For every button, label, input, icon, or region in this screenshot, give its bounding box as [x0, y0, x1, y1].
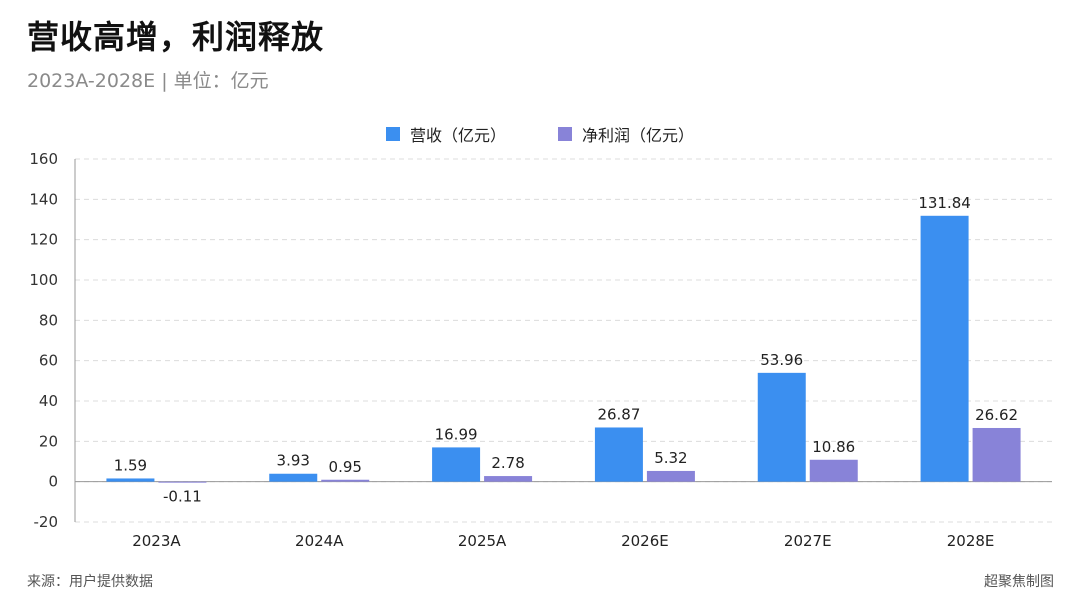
legend-swatch-revenue — [385, 127, 400, 141]
y-tick-label: -20 — [34, 513, 59, 531]
chart-subtitle: 2023A-2028E | 单位：亿元 — [27, 70, 269, 92]
y-tick-label: 140 — [29, 190, 58, 208]
x-tick-label: 2025A — [458, 532, 507, 550]
x-tick-label: 2027E — [784, 532, 832, 550]
revenue-data-label: 3.93 — [277, 452, 310, 470]
profit-data-label: 5.32 — [654, 449, 687, 467]
revenue-data-label: 16.99 — [435, 425, 478, 443]
y-tick-label: 40 — [39, 392, 58, 410]
profit-bar — [646, 470, 695, 482]
legend-item-revenue[interactable]: 营收（亿元） — [385, 122, 506, 146]
x-tick-label: 2023A — [132, 532, 181, 550]
y-tick-label: 60 — [39, 352, 58, 370]
x-tick-label: 2026E — [621, 532, 669, 550]
brand-label: 超聚焦制图 — [984, 574, 1054, 590]
y-tick-label: 20 — [39, 432, 58, 450]
source-note: 来源：用户提供数据 — [27, 574, 153, 590]
profit-data-label: 26.62 — [975, 406, 1018, 424]
revenue-bar — [432, 447, 481, 482]
y-tick-label: 100 — [29, 271, 58, 289]
legend-item-profit[interactable]: 净利润（亿元） — [558, 122, 694, 146]
y-tick-label: 120 — [29, 231, 58, 249]
profit-data-label: 2.78 — [491, 454, 524, 472]
revenue-data-label: 53.96 — [760, 351, 803, 369]
revenue-data-label: 1.59 — [114, 456, 147, 474]
x-tick-label: 2024A — [295, 532, 344, 550]
y-tick-label: 80 — [39, 311, 58, 329]
revenue-bar — [757, 372, 806, 482]
revenue-bar — [269, 473, 318, 482]
legend-label-revenue: 营收（亿元） — [409, 126, 506, 145]
profit-bar — [809, 459, 858, 482]
chart-title: 营收高增，利润释放 — [27, 18, 325, 56]
y-tick-label: 160 — [29, 150, 58, 168]
profit-bar — [158, 481, 207, 483]
y-tick-label: 0 — [48, 473, 58, 491]
legend-swatch-profit — [558, 127, 572, 141]
profit-data-label: 0.95 — [329, 458, 362, 476]
profit-bar — [321, 479, 370, 482]
legend-label-profit: 净利润（亿元） — [582, 126, 695, 145]
legend: 营收（亿元） 净利润（亿元） — [0, 122, 1080, 146]
revenue-bar — [594, 427, 643, 482]
profit-data-label: 10.86 — [812, 438, 855, 456]
profit-bar — [484, 476, 533, 482]
revenue-bar — [920, 215, 969, 482]
revenue-bar — [106, 478, 155, 482]
profit-bar — [972, 427, 1021, 482]
revenue-data-label: 26.87 — [597, 405, 640, 423]
x-tick-label: 2028E — [947, 532, 995, 550]
profit-data-label: -0.11 — [163, 488, 202, 506]
revenue-data-label: 131.84 — [918, 194, 971, 212]
